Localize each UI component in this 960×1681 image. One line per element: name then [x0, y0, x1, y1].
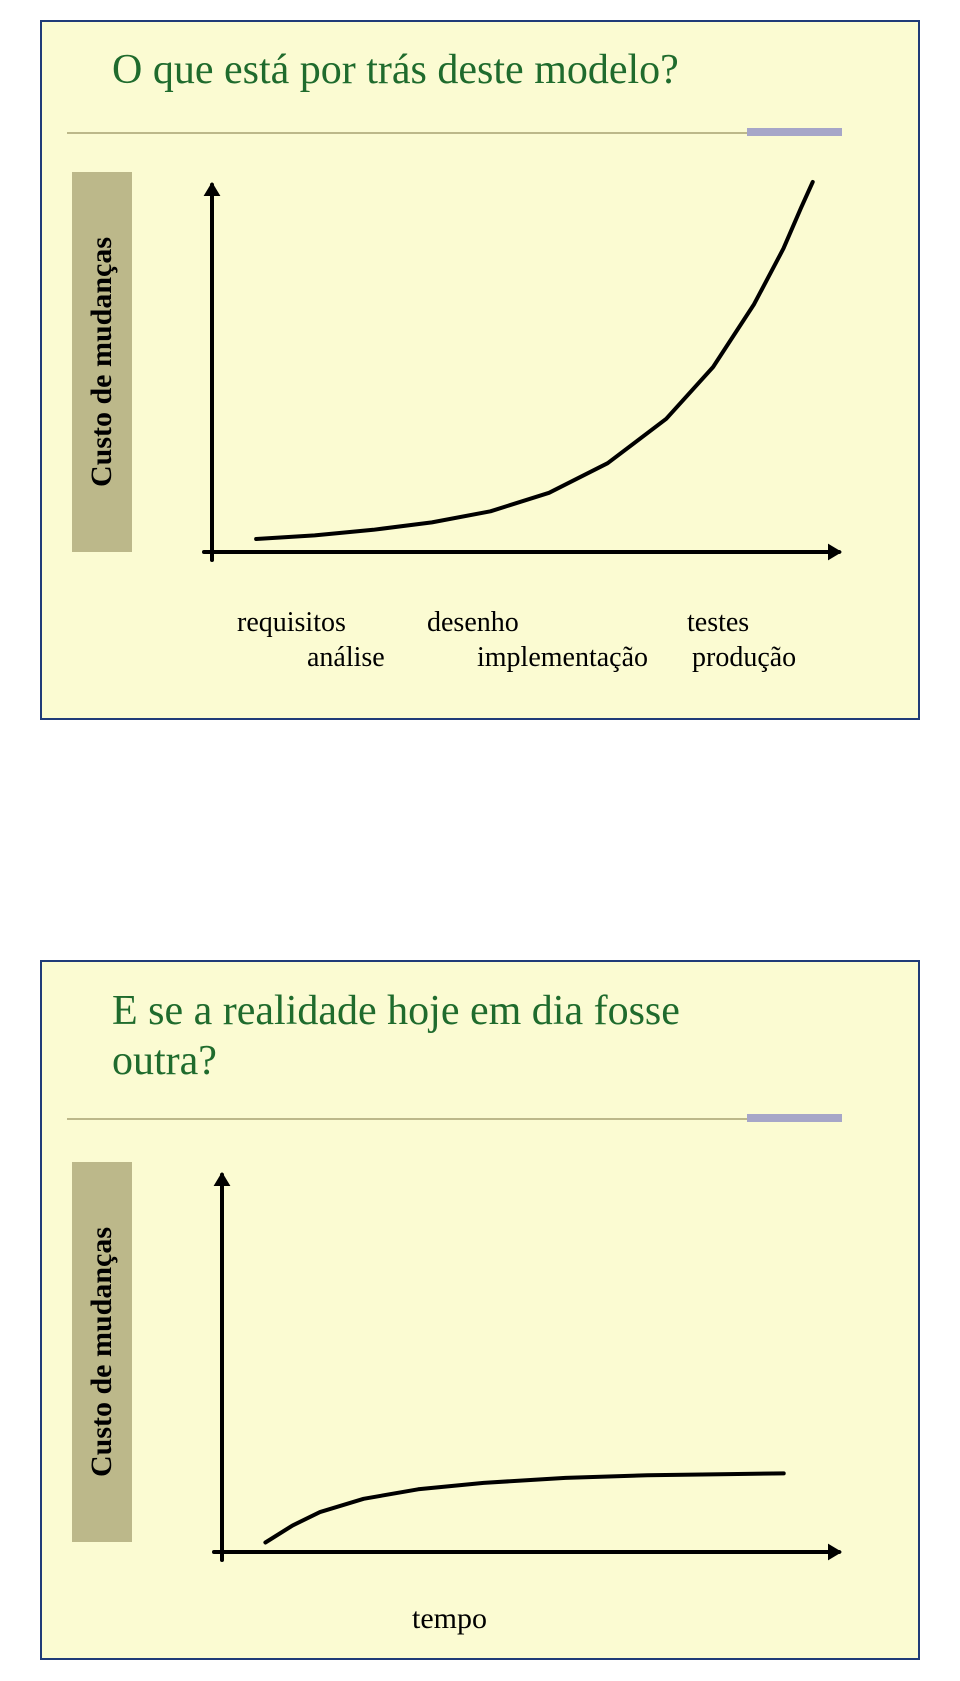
slide-1-rule-left — [67, 132, 747, 134]
x-axis-label: implementação — [477, 642, 648, 674]
slide-2-title-line1: E se a realidade hoje em dia fosse — [112, 988, 680, 1034]
x-axis-label: testes — [687, 607, 749, 639]
slide-1-chart — [162, 172, 862, 602]
x-axis-label: requisitos — [237, 607, 346, 639]
page: O que está por trás deste modelo? Custo … — [0, 0, 960, 1681]
slide-1-title: O que está por trás deste modelo? — [112, 46, 679, 94]
slide-2-xlabel: tempo — [412, 1602, 487, 1636]
slide-2-inner: E se a realidade hoje em dia fosse outra… — [42, 962, 918, 1658]
slide-2-title: E se a realidade hoje em dia fosse outra… — [112, 986, 680, 1086]
slide-2-title-line2: outra? — [112, 1038, 217, 1084]
slide-2-chart — [162, 1162, 862, 1592]
slide-1-inner: O que está por trás deste modelo? Custo … — [42, 22, 918, 718]
slide-2-ylabel: Custo de mudanças — [85, 1227, 119, 1477]
slide-1-rule-right — [747, 128, 842, 136]
slide-1-ylabel: Custo de mudanças — [85, 237, 119, 487]
slide-1: O que está por trás deste modelo? Custo … — [40, 20, 920, 720]
slide-2-rule-right — [747, 1114, 842, 1122]
slide-2-ylabel-box: Custo de mudanças — [72, 1162, 132, 1542]
x-axis-label: análise — [307, 642, 385, 674]
slide-2: E se a realidade hoje em dia fosse outra… — [40, 960, 920, 1660]
slide-1-ylabel-box: Custo de mudanças — [72, 172, 132, 552]
x-axis-label: produção — [692, 642, 796, 674]
slide-2-rule-left — [67, 1118, 747, 1120]
x-axis-label: desenho — [427, 607, 519, 639]
